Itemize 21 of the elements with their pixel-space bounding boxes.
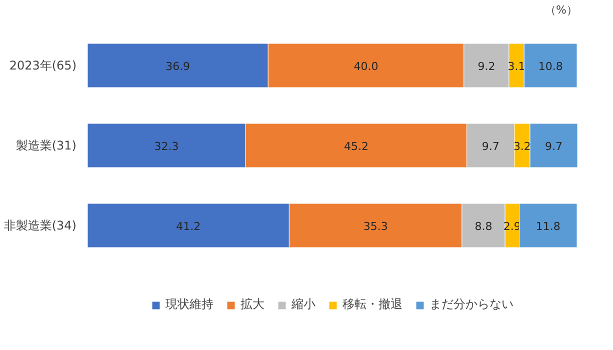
y-tick-label: 非製造業(34) [4,218,77,232]
legend-label: 移転・撤退 [342,296,402,313]
data-label: 10.8 [538,60,563,73]
data-label: 8.8 [474,220,492,233]
y-tick-label: 2023年(65) [9,58,76,72]
data-label: 41.2 [176,220,201,233]
legend-label: 拡大 [240,296,264,313]
data-label: 9.2 [478,60,496,73]
legend-label: まだ分からない [430,296,514,313]
text: （%） [545,4,578,16]
data-label: 32.3 [154,140,179,153]
data-label: 36.9 [166,60,190,73]
data-label: 11.8 [536,220,560,233]
data-label: 9.7 [545,140,563,153]
legend-label: 現状維持 [166,296,214,313]
y-tick-label: 製造業(31) [16,138,77,152]
data-label: 40.0 [354,60,378,73]
data-label: 9.7 [482,140,500,153]
data-label: 45.2 [344,140,368,153]
legend-label: 縮小 [292,296,316,313]
data-label: 35.3 [363,220,388,233]
